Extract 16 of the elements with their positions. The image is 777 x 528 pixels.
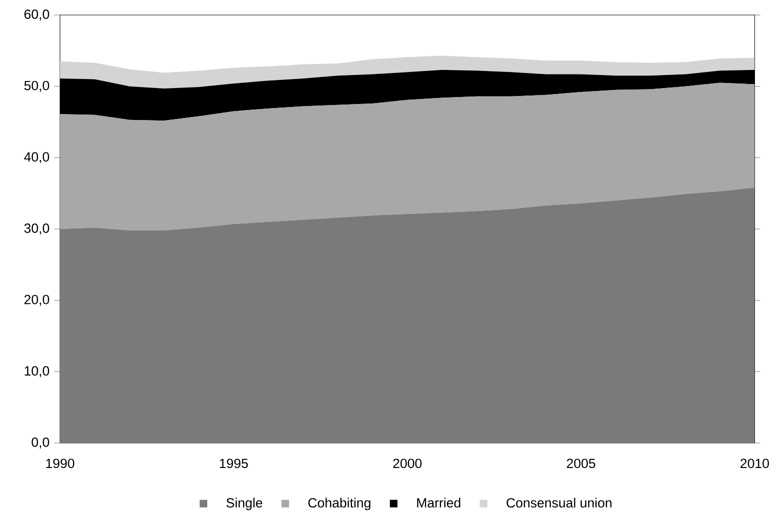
y-tick-label: 30,0: [24, 224, 50, 234]
x-tick-label: 2005: [566, 458, 596, 468]
legend-label: Cohabiting: [308, 498, 370, 510]
y-tick-label: 20,0: [24, 294, 50, 306]
y-tick-label: 10,0: [24, 366, 50, 378]
x-tick-label: 2010: [740, 458, 769, 468]
y-tick-label: 50,0: [24, 80, 50, 92]
legend-label: Consensual union: [506, 498, 612, 508]
x-tick-label: 1995: [220, 458, 248, 468]
y-tick-label: 60,0: [24, 10, 50, 20]
x-tick-label: 1990: [46, 458, 74, 468]
legend-label: Married: [417, 498, 460, 508]
y-tick-label: 0,0: [32, 438, 50, 448]
y-tick-label: 40,0: [24, 152, 50, 164]
x-tick-label: 2000: [393, 458, 422, 468]
legend-label: Single: [226, 498, 262, 510]
